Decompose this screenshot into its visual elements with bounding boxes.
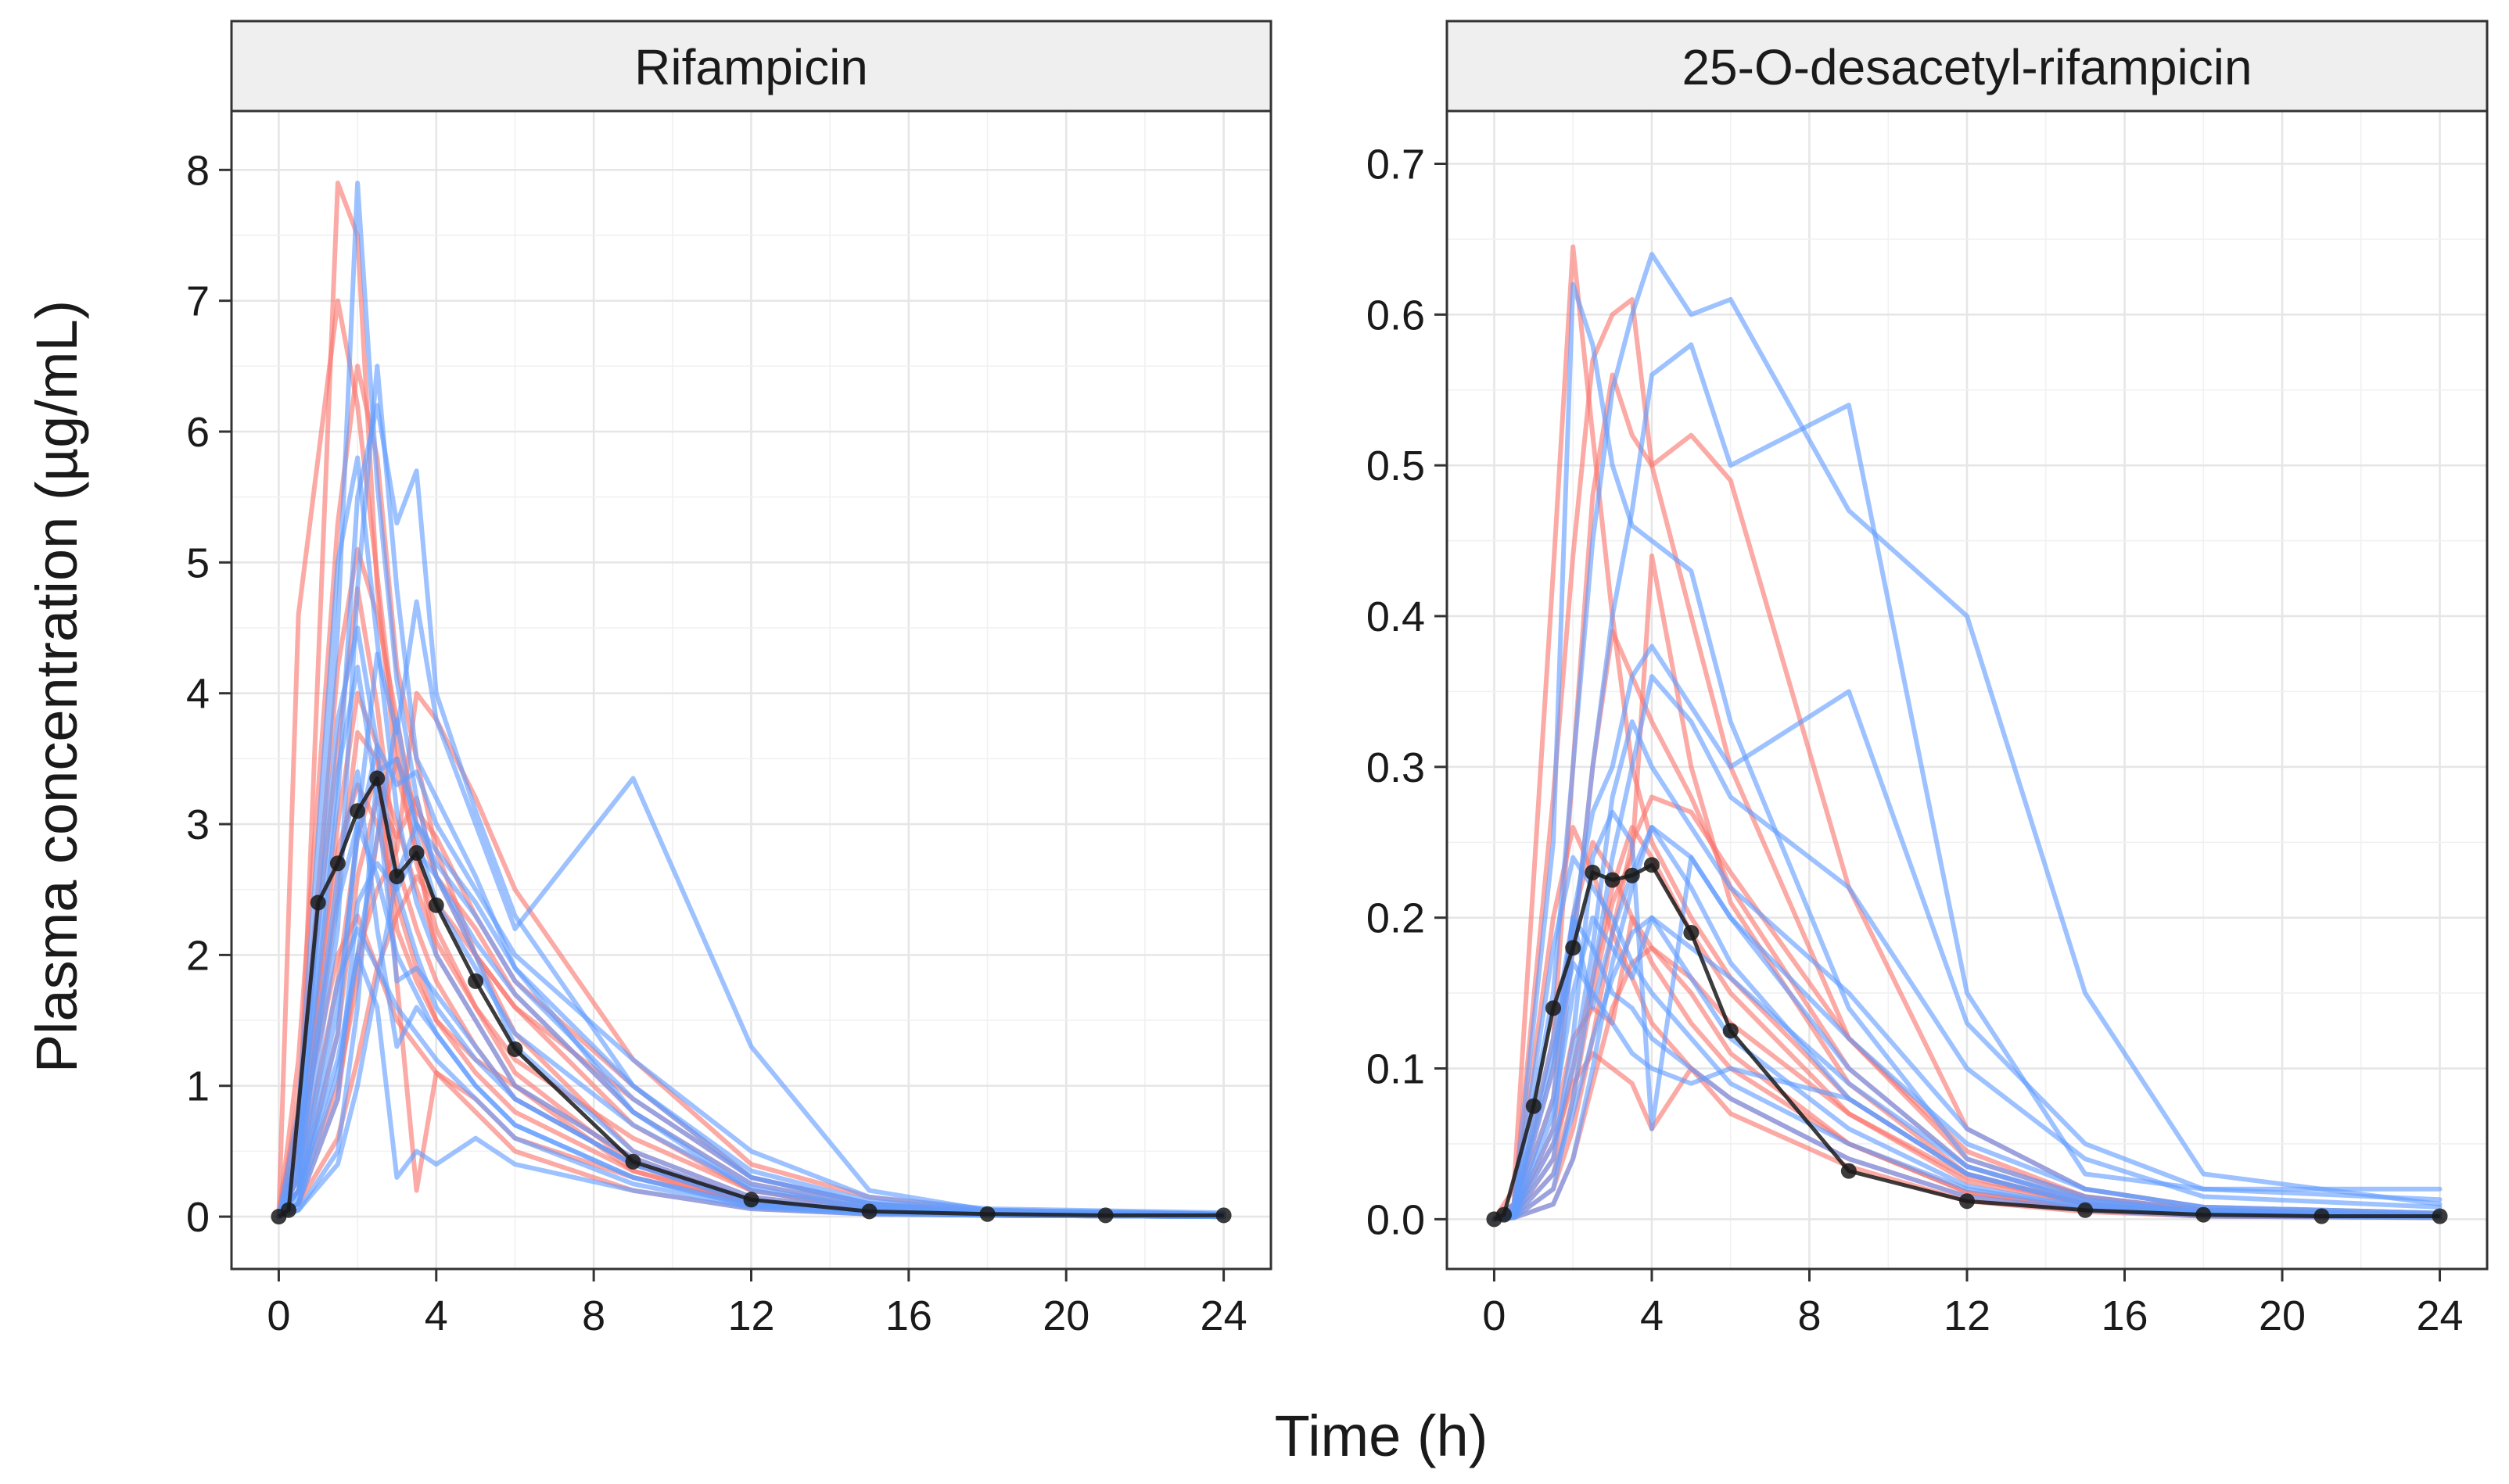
mean-point [350,803,366,819]
mean-point [2077,1202,2094,1218]
mean-point [428,897,444,913]
y-tick-label: 0.2 [1366,895,1425,942]
series-line-29 [276,822,1226,1220]
y-tick-label: 8 [186,147,210,194]
x-tick-label: 4 [425,1292,448,1339]
mean-point [1496,1206,1513,1223]
y-tick-label: 7 [186,278,210,325]
series-line-16 [1491,643,2443,1222]
mean-point [1624,867,1640,884]
x-tick-label: 16 [2101,1292,2148,1339]
series-line-26 [1491,915,2443,1222]
y-tick-label: 4 [186,671,210,718]
mean-point [1545,1000,1562,1016]
y-tick-label: 0.5 [1366,443,1425,489]
y-axis-title: Plasma concentration (µg/mL) [24,300,89,1074]
x-tick-label: 12 [1944,1292,1990,1339]
y-tick-label: 1 [186,1063,210,1110]
y-tick-label: 0.6 [1366,292,1425,339]
mean-point [1565,940,1581,956]
y-tick-label: 0.3 [1366,744,1425,791]
x-tick-label: 20 [1043,1292,1089,1339]
y-tick-label: 6 [186,409,210,456]
mean-point [280,1202,296,1218]
mean-point [507,1041,523,1057]
mean-point [310,894,326,911]
series-line-21 [1491,825,2443,1222]
mean-point [1604,872,1621,888]
mean-point [1525,1098,1542,1114]
mean-point [743,1192,759,1208]
x-tick-label: 12 [727,1292,774,1339]
x-tick-label: 24 [1201,1292,1247,1339]
mean-point [1722,1023,1739,1039]
y-tick-label: 0.4 [1366,593,1425,640]
x-axis-title: Time (h) [1275,1403,1488,1468]
mean-point [389,868,405,884]
mean-point [1215,1207,1232,1224]
x-tick-label: 0 [1482,1292,1506,1339]
mean-point [468,973,484,989]
grid-lines [232,111,1271,1269]
x-tick-label: 8 [1797,1292,1821,1339]
series-line-24 [1491,719,2443,1222]
panel-title: 25-O-desacetyl-rifampicin [1682,39,2252,95]
mean-point [625,1153,641,1170]
series-line-28 [276,822,1226,1220]
mean-point [1643,857,1660,873]
mean-point [861,1203,878,1220]
panel-strip [230,20,1272,113]
x-tick-label: 4 [1640,1292,1664,1339]
y-tick-label: 0.0 [1366,1196,1425,1243]
panel-2: 25-O-desacetyl-rifampicin 0 4 8 12 16 20 24 0.0 0… [1366,20,2489,1339]
mean-point [369,770,386,787]
y-tick-label: 3 [186,801,210,848]
mean-point [2195,1206,2212,1223]
mean-point [2313,1208,2330,1224]
mean-point [1683,924,1700,941]
x-tick-label: 16 [885,1292,932,1339]
series-line-13 [1491,281,2443,1222]
series-line-20 [276,756,1226,1220]
mean-point [979,1206,996,1222]
panel-title: Rifampicin [634,39,868,95]
x-tick-label: 20 [2259,1292,2306,1339]
y-tick-label: 2 [186,932,210,979]
mean-point [408,844,425,861]
mean-point [1959,1193,1975,1210]
x-tick-label: 8 [582,1292,605,1339]
y-tick-label: 5 [186,539,210,586]
y-tick-label: 0 [186,1194,210,1241]
mean-point [1585,864,1601,880]
series-line-23 [276,743,1226,1220]
mean-point [1840,1163,1857,1179]
y-tick-label: 0.7 [1366,141,1425,188]
mean-point [1097,1207,1114,1224]
x-tick-label: 0 [267,1292,290,1339]
x-tick-label: 24 [2417,1292,2464,1339]
series-line-25 [1491,960,2443,1222]
y-tick-label: 0.1 [1366,1046,1425,1093]
mean-point [329,855,346,872]
mean-point [2432,1208,2448,1224]
